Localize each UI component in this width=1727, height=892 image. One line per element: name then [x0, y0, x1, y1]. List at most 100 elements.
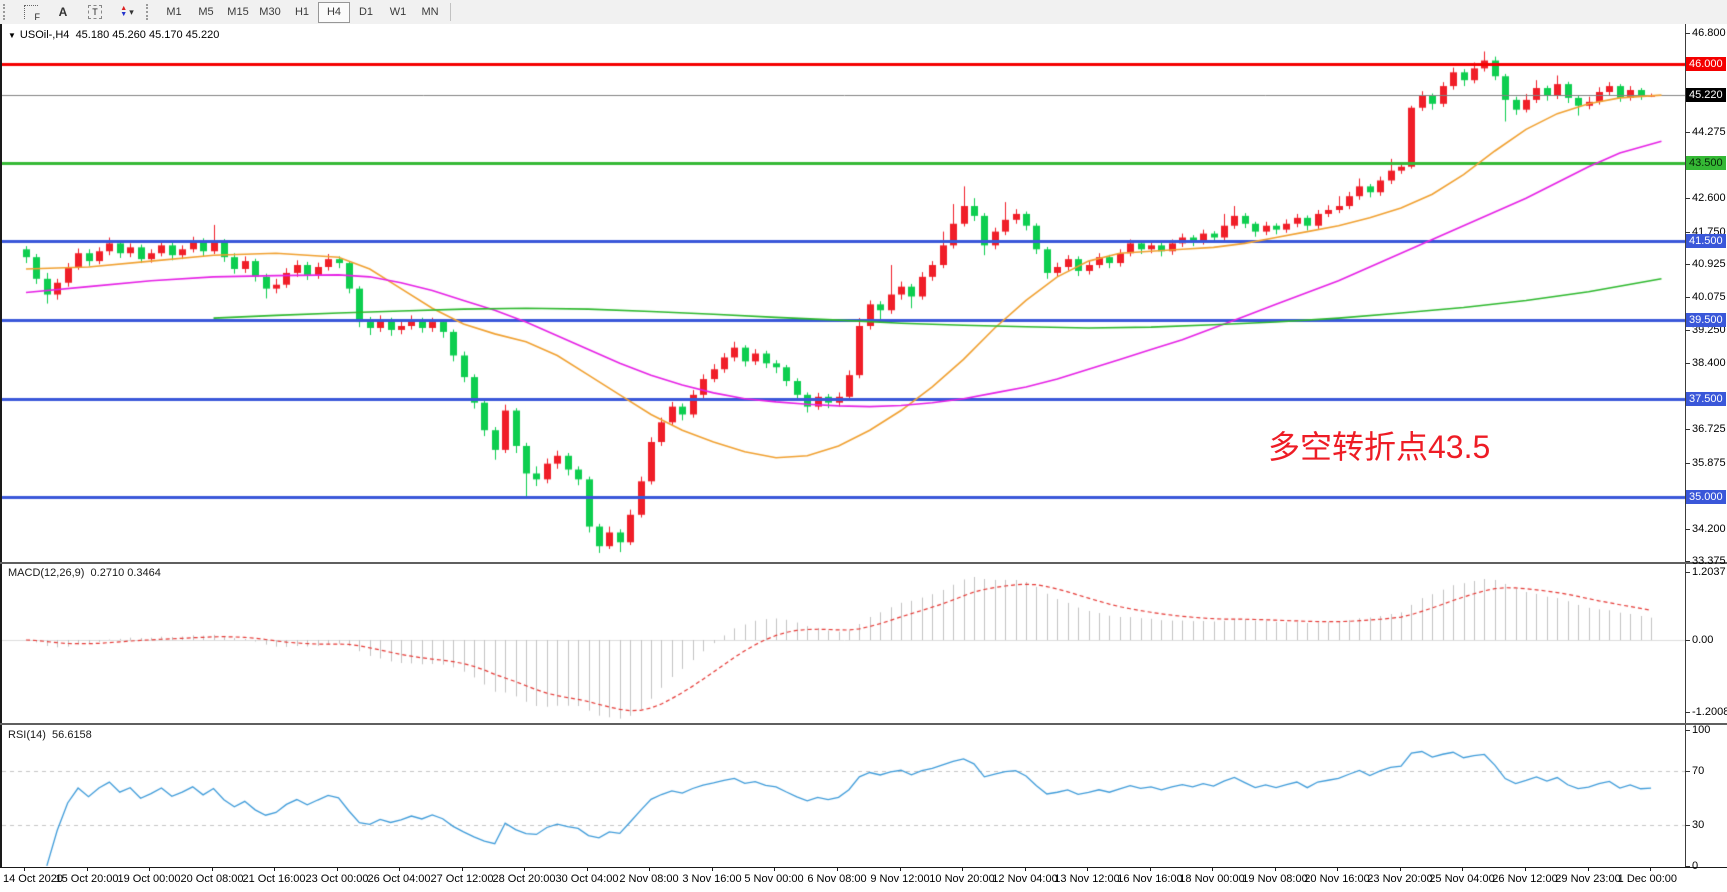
macd-header: MACD(12,26,9) 0.2710 0.3464	[8, 567, 161, 579]
rsi-axis-tick-mark	[1685, 771, 1690, 772]
date-axis-label: 6 Nov 08:00	[807, 873, 867, 885]
arrows-icon: ▲ ▼	[120, 5, 128, 18]
date-axis-tick-mark	[212, 867, 213, 871]
date-axis-tick-mark	[712, 867, 713, 871]
date-axis-tick-mark	[399, 867, 400, 871]
rsi-canvas[interactable]	[2, 725, 1687, 867]
date-axis-label: 20 Oct 08:00	[180, 873, 244, 885]
macd-axis-tick-mark	[1685, 640, 1690, 641]
period-button-h4[interactable]: H4	[318, 1, 350, 23]
date-axis-label: 2 Nov 08:00	[619, 873, 679, 885]
period-button-d1[interactable]: D1	[358, 6, 374, 18]
date-axis-tick-mark	[1025, 867, 1026, 871]
price-axis-tick: 42.600	[1692, 192, 1726, 204]
label-icon: T	[88, 5, 102, 19]
date-axis-tick-mark	[1588, 867, 1589, 871]
period-button-w1[interactable]: W1	[389, 6, 407, 18]
price-axis-tick: 38.400	[1692, 357, 1726, 369]
label-tool-button[interactable]: T	[79, 1, 111, 23]
date-axis-tick-mark	[87, 867, 88, 871]
price-axis-tick-mark	[1685, 198, 1690, 199]
text-tool-button[interactable]: A	[47, 1, 79, 23]
price-axis-tick-mark	[1685, 33, 1690, 34]
macd-axis-tick-mark	[1685, 572, 1690, 573]
date-axis-tick-mark	[1525, 867, 1526, 871]
date-axis-label: 21 Oct 16:00	[242, 873, 306, 885]
period-button-m30[interactable]: M30	[259, 6, 281, 18]
price-axis-border	[1685, 24, 1686, 867]
rsi-axis-tick: 100	[1692, 724, 1711, 736]
price-axis-tick-mark	[1685, 232, 1690, 233]
date-axis-label: 12 Nov 04:00	[992, 873, 1058, 885]
date-axis-label: 23 Oct 00:00	[305, 873, 369, 885]
date-axis-tick-mark	[1212, 867, 1213, 871]
price-axis-tick-mark	[1685, 297, 1690, 298]
toolbar: F A T ▲ ▼ ▾ M1 M5 M15 M30 H1 H4 D1 W1 MN	[0, 0, 1727, 25]
date-axis-tick-mark	[462, 867, 463, 871]
date-axis-label: 28 Oct 20:00	[492, 873, 556, 885]
date-axis-tick-mark	[24, 867, 25, 871]
period-button-m1[interactable]: M1	[166, 6, 182, 18]
date-axis-label: 5 Nov 00:00	[744, 873, 804, 885]
chart-area	[0, 24, 1727, 892]
macd-axis-tick: 0.00	[1692, 634, 1714, 646]
rsi-axis-tick-mark	[1685, 825, 1690, 826]
price-axis-tick: 46.800	[1692, 27, 1726, 39]
price-axis-tick: 34.200	[1692, 523, 1726, 535]
date-axis-tick-mark	[1337, 867, 1338, 871]
fibonacci-icon: F	[24, 5, 40, 22]
rsi-axis-tick: 30	[1692, 819, 1705, 831]
date-axis-label: 23 Nov 20:00	[1367, 873, 1433, 885]
toolbar-grip[interactable]	[3, 4, 10, 20]
price-axis-tick: 40.075	[1692, 291, 1726, 303]
price-level-badge: 43.500	[1686, 156, 1726, 170]
panel-divider[interactable]	[0, 562, 1727, 564]
date-axis-label: 19 Oct 00:00	[117, 873, 181, 885]
date-axis-label: 1 Dec 00:00	[1617, 873, 1677, 885]
date-axis-tick-mark	[837, 867, 838, 871]
fibonacci-tool-button[interactable]: F	[15, 1, 47, 23]
rsi-value: 56.6158	[52, 729, 92, 741]
date-axis-label: 25 Nov 04:00	[1429, 873, 1495, 885]
chart-ohlc-values: 45.180 45.260 45.170 45.220	[75, 29, 220, 41]
date-axis-tick-mark	[649, 867, 650, 871]
period-button-h1[interactable]: H1	[294, 6, 310, 18]
price-axis-tick: 33.375	[1692, 555, 1726, 567]
date-axis-tick-mark	[274, 867, 275, 871]
date-axis-tick-mark	[962, 867, 963, 871]
date-axis-tick-mark	[1275, 867, 1276, 871]
macd-axis-tick: 1.2037	[1692, 566, 1726, 578]
date-axis-tick-mark	[1462, 867, 1463, 871]
date-axis-tick-mark	[1650, 867, 1651, 871]
macd-axis-tick-mark	[1685, 712, 1690, 713]
price-level-badge: 35.000	[1686, 490, 1726, 504]
price-axis-tick-mark	[1685, 561, 1690, 562]
macd-canvas[interactable]	[2, 564, 1687, 723]
price-axis-tick: 36.725	[1692, 423, 1726, 435]
macd-label: MACD(12,26,9)	[8, 567, 85, 579]
price-axis-tick: 35.875	[1692, 457, 1726, 469]
date-axis-tick-mark	[587, 867, 588, 871]
period-button-mn[interactable]: MN	[421, 6, 439, 18]
date-axis-label: 29 Nov 23:00	[1555, 873, 1621, 885]
arrows-tool-button[interactable]: ▲ ▼ ▾	[111, 1, 143, 23]
toolbar-grip[interactable]	[146, 4, 153, 20]
chart-dropdown-icon[interactable]: ▼	[8, 31, 16, 40]
toolbar-separator	[450, 3, 451, 21]
period-button-m15[interactable]: M15	[227, 6, 249, 18]
date-axis[interactable]	[0, 867, 1727, 892]
price-axis-tick: 44.275	[1692, 126, 1726, 138]
macd-values: 0.2710 0.3464	[90, 567, 161, 579]
price-level-badge: 41.500	[1686, 234, 1726, 248]
period-button-m5[interactable]: M5	[198, 6, 214, 18]
rsi-header: RSI(14) 56.6158	[8, 729, 92, 741]
price-level-badge: 37.500	[1686, 392, 1726, 406]
panel-divider[interactable]	[0, 723, 1727, 725]
chart-annotation-text: 多空转折点43.5	[1268, 429, 1491, 465]
price-chart-canvas[interactable]	[2, 24, 1687, 562]
date-axis-label: 9 Nov 12:00	[870, 873, 930, 885]
text-icon: A	[58, 5, 68, 19]
date-axis-label: 20 Nov 16:00	[1304, 873, 1370, 885]
date-axis-label: 3 Nov 16:00	[682, 873, 742, 885]
